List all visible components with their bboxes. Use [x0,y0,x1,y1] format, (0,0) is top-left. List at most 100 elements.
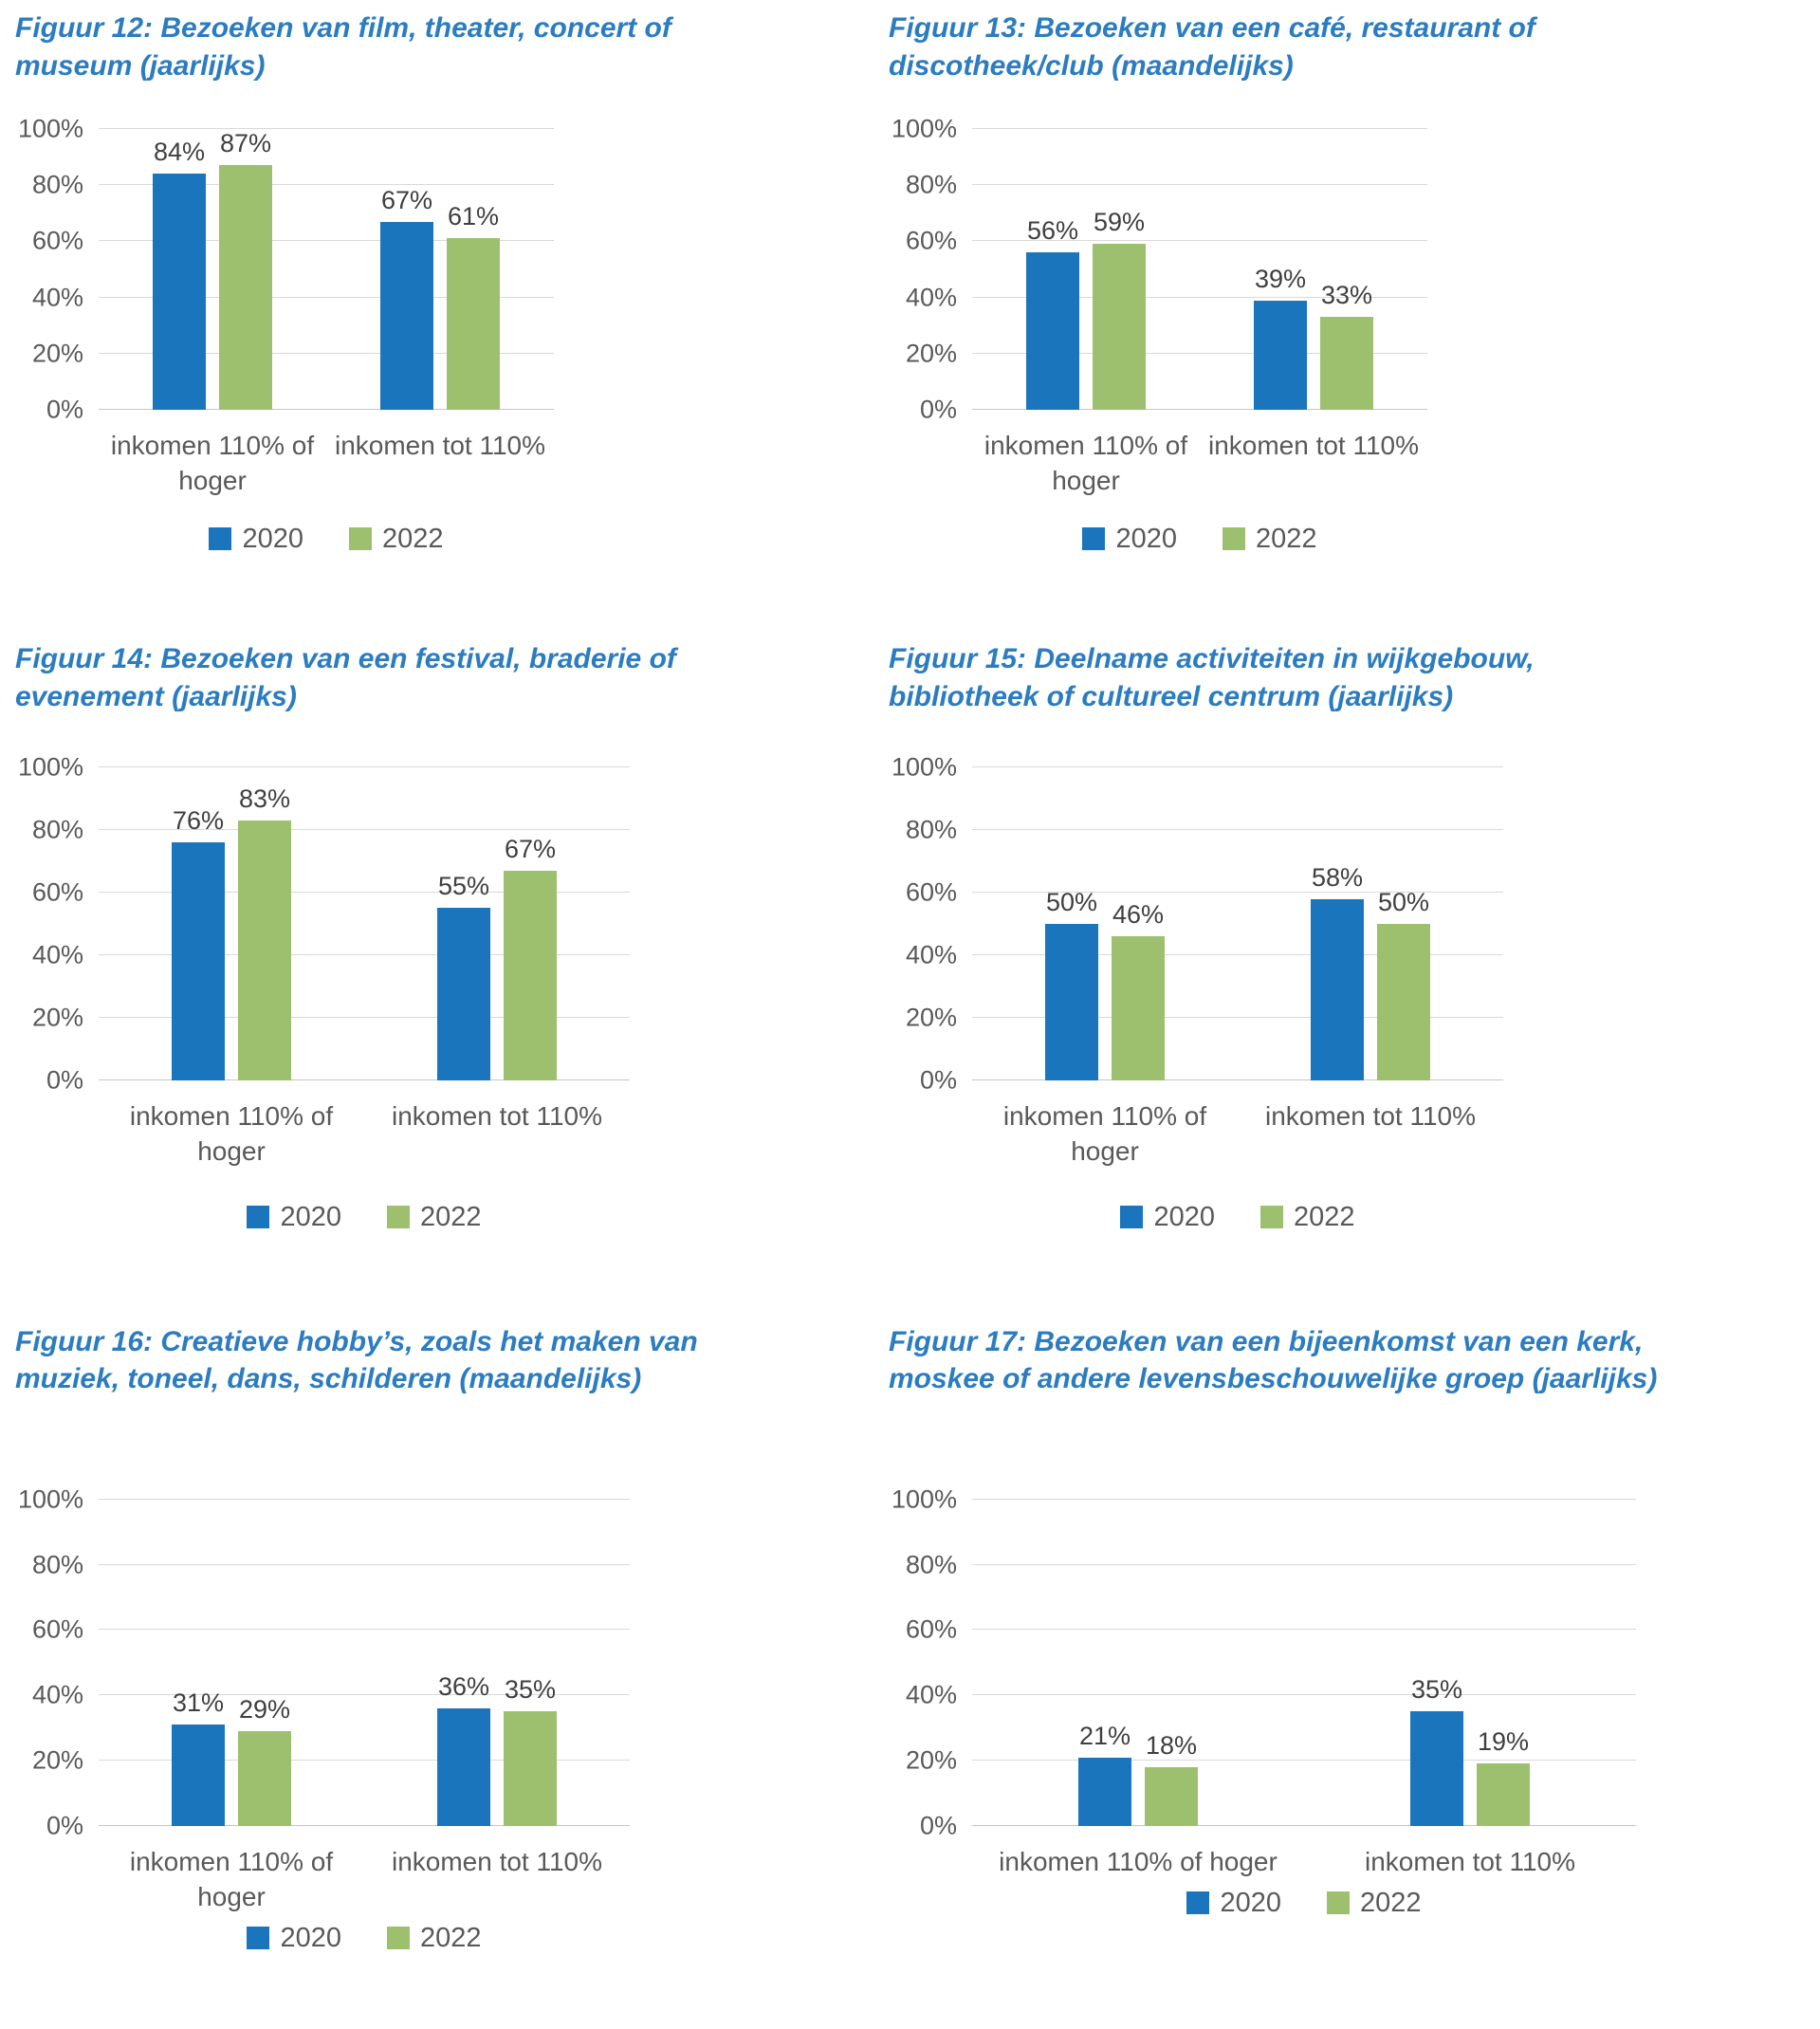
y-tick-label: 40% [905,940,957,969]
chart-title: Figuur 16: Creatieve hobby’s, zoals het … [15,1325,698,1395]
bar [437,1707,490,1826]
figuur-15-chart: Figuur 15: Deelname activiteiten in wijk… [889,639,1733,1323]
gridline [972,184,1427,186]
legend-swatch [1120,1206,1144,1229]
bar-2020: 36% [437,1500,490,1826]
x-axis-label: inkomen tot 110% [364,1845,630,1915]
gridline [972,828,1503,830]
legend-label: 2020 [242,523,303,554]
gridline [972,1760,1636,1762]
gridline [972,1824,1636,1826]
gridline [99,891,630,893]
bar [1078,1757,1131,1826]
data-label: 55% [437,872,490,901]
gridline [99,953,630,955]
x-axis-label: inkomen 110% of hoger [99,429,326,499]
chart-title: Figuur 17: Bezoeken van een bijeenkomst … [889,1325,1658,1395]
gridline [99,1498,630,1500]
y-tick-label: 80% [31,815,83,844]
legend-item: 2020 [247,1923,341,1954]
bar [238,821,291,1080]
bar-2020: 58% [1311,767,1364,1080]
y-tick-label: 0% [46,1811,83,1840]
bar-2022: 61% [447,129,500,410]
plot-area: 21% 18% 35% 19% [972,1498,1636,1826]
bar-2022: 67% [504,767,557,1080]
category-group: 36% 35% [364,1500,630,1826]
data-label: 33% [1320,281,1373,310]
data-label: 50% [1045,887,1098,916]
y-tick-label: 100% [891,1485,957,1514]
gridline [99,1079,630,1080]
y-tick-label: 0% [919,1065,957,1095]
y-tick-label: 60% [905,1614,957,1644]
plot-region: 100% 80% 60% 40% 20% 0% 84% 87% 67% 61% [15,115,554,424]
bar [172,1725,225,1826]
legend-label: 2022 [1360,1887,1422,1918]
legend-item: 2020 [247,1202,341,1233]
bar [1311,898,1364,1080]
bar-2022: 35% [504,1500,557,1826]
plot-region: 100% 80% 60% 40% 20% 0% 21% 18% 35% 19% [889,1485,1636,1839]
x-axis-labels: inkomen 110% of hoger inkomen tot 110% [972,1099,1503,1170]
category-group: 56% 59% [972,129,1200,410]
gridline [972,1694,1636,1696]
data-label: 67% [504,834,557,863]
x-axis-label-text: inkomen tot 110% [391,1100,603,1131]
legend-label: 2022 [382,523,444,554]
x-axis-label-text: inkomen tot 110% [391,1846,603,1876]
data-label: 67% [380,185,433,214]
legend-swatch [387,1206,410,1229]
bar-groups: 21% 18% 35% 19% [972,1500,1636,1826]
x-axis-label-text: inkomen tot 110% [1364,1846,1576,1876]
legend-swatch [349,527,372,551]
category-group: 84% 87% [99,129,326,410]
data-label: 36% [437,1671,490,1701]
bar [504,870,557,1080]
bar-2020: 84% [153,129,206,410]
y-tick-label: 20% [905,1745,957,1775]
y-tick-label: 80% [31,170,83,199]
category-group: 55% 67% [364,767,630,1080]
category-group: 21% 18% [972,1500,1304,1826]
gridline [972,128,1427,129]
y-tick-label: 60% [31,226,83,255]
gridline [972,953,1503,955]
legend-label: 2020 [1220,1887,1281,1918]
y-tick-label: 40% [31,283,83,312]
x-axis-label-text: inkomen 110% of hoger [999,1846,1278,1876]
legend-item: 2020 [209,524,303,555]
gridline [99,128,554,129]
bar-2020: 56% [1026,129,1079,410]
bar-groups: 56% 59% 39% 33% [972,129,1427,410]
data-label: 35% [1410,1675,1463,1705]
bar-2022: 46% [1112,767,1165,1080]
category-group: 35% 19% [1304,1500,1636,1826]
y-tick-label: 100% [17,1485,83,1514]
bar-2020: 50% [1045,767,1098,1080]
bar-groups: 76% 83% 55% 67% [99,767,630,1080]
chart-title: Figuur 13: Bezoeken van een café, restau… [889,12,1535,82]
y-tick-label: 20% [31,339,83,368]
bar-2020: 21% [1078,1500,1131,1826]
x-axis-label-text: inkomen 110% of hoger [129,1846,334,1911]
legend-label: 2022 [420,1922,482,1953]
category-group: 76% 83% [99,767,364,1080]
bar-2022: 59% [1093,129,1146,410]
legend-label: 2020 [280,1922,341,1953]
y-tick-label: 20% [31,1745,83,1775]
bar-2020: 76% [172,767,225,1080]
gridline [99,409,554,410]
y-tick-label: 0% [46,1065,83,1095]
legend: 2020 2022 [99,1923,630,1954]
data-label: 87% [219,129,272,158]
x-axis-label: inkomen tot 110% [1200,429,1427,499]
x-axis-labels: inkomen 110% of hoger inkomen tot 110% [99,1099,630,1170]
legend-swatch [387,1927,410,1950]
data-label: 61% [447,202,500,231]
data-label: 18% [1145,1730,1198,1760]
legend-item: 2022 [1223,524,1317,555]
bar-groups: 84% 87% 67% 61% [99,129,554,410]
bar [238,1731,291,1826]
x-axis-labels: inkomen 110% of hoger inkomen tot 110% [972,1845,1636,1880]
